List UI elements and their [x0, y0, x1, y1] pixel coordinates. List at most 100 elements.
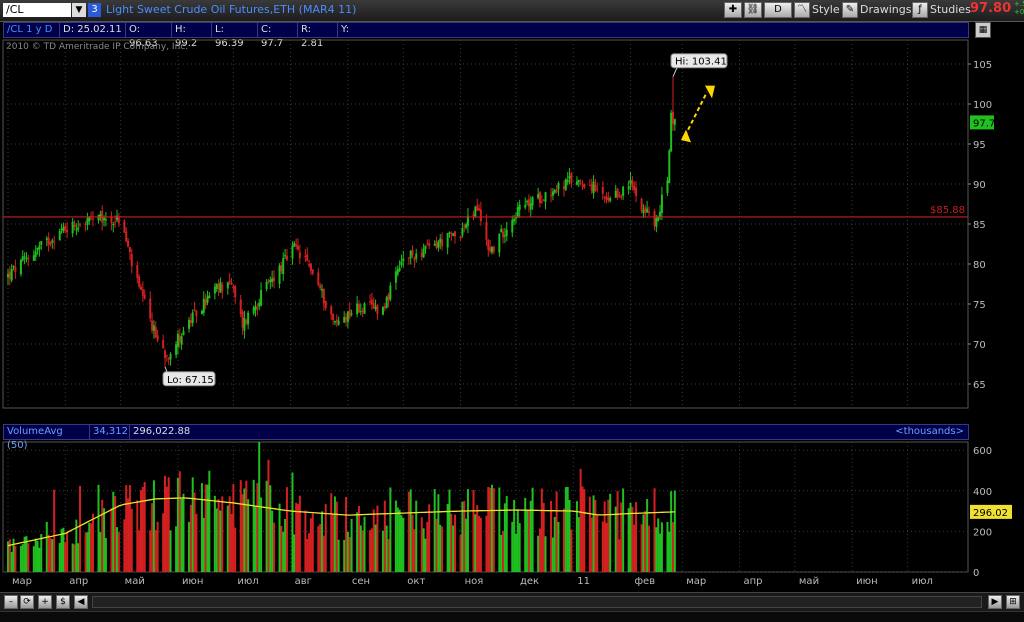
info-high: H: 99.2	[172, 23, 212, 49]
candle-body	[27, 258, 30, 260]
drawings-icon[interactable]: ✎	[842, 2, 858, 18]
candle-body	[34, 251, 37, 257]
volume-bar	[165, 486, 168, 572]
candle-body	[317, 272, 320, 286]
candle-body	[544, 192, 547, 202]
volume-bar	[152, 480, 155, 572]
candle-body	[479, 209, 482, 222]
volume-bar	[317, 526, 320, 572]
volume-bar	[8, 539, 11, 572]
candle-body	[38, 245, 41, 250]
style-icon[interactable]: 〽	[794, 2, 810, 18]
volume-bar	[104, 537, 107, 572]
volume-bar	[461, 501, 464, 572]
volume-tick-label: 0	[973, 568, 979, 579]
zoom-in-icon[interactable]: +	[38, 595, 52, 609]
link-icon[interactable]: ⛓	[744, 2, 762, 18]
volume-bar	[260, 497, 263, 572]
symbol-dropdown-button[interactable]: ▼	[72, 3, 86, 17]
candle-body	[389, 285, 392, 300]
volume-bar	[466, 489, 469, 572]
volume-bar	[441, 526, 444, 572]
drawings-menu[interactable]: Drawings	[860, 3, 912, 16]
volume-bar	[21, 544, 24, 572]
volume-bar	[415, 500, 418, 572]
volume-study-label[interactable]: VolumeAvg (50)	[4, 425, 90, 451]
studies-menu[interactable]: Studies	[930, 3, 971, 16]
volume-bar	[332, 513, 335, 572]
candle-body	[66, 230, 69, 233]
candle-body	[474, 207, 477, 217]
volume-bar	[531, 487, 534, 572]
time-tick-label: авг	[295, 576, 312, 587]
time-tick-label: апр	[743, 576, 762, 587]
volume-tick-label: 400	[973, 487, 992, 498]
candle-body	[86, 218, 89, 225]
volume-bar	[162, 513, 165, 572]
candle-body	[428, 243, 431, 246]
candle-body	[269, 279, 272, 283]
volume-bar	[304, 510, 307, 572]
time-tick-label: мар	[686, 576, 706, 587]
volume-bar	[189, 504, 192, 572]
time-tick-label: мар	[12, 576, 32, 587]
volume-bar	[230, 513, 233, 572]
crosshair-icon[interactable]: ✚	[724, 2, 742, 18]
candle-body	[62, 227, 65, 232]
trend-arrow-head	[704, 85, 715, 99]
candle-body	[605, 196, 608, 200]
scroll-right-icon[interactable]: ▶	[988, 595, 1002, 609]
candle-body	[188, 319, 191, 329]
style-menu[interactable]: Style	[812, 3, 840, 16]
zoom-out-icon[interactable]: –	[4, 595, 18, 609]
refresh-icon[interactable]: ⟳	[20, 595, 34, 609]
volume-bar	[88, 522, 91, 572]
volume-bar	[389, 487, 392, 572]
volume-bar	[631, 506, 634, 572]
candle-body	[476, 205, 479, 211]
volume-study-bar: VolumeAvg (50) 34,312 296,022.88 <thousa…	[3, 424, 969, 451]
scroll-left-icon[interactable]: ◀	[74, 595, 88, 609]
volume-bar	[500, 534, 503, 572]
candle-body	[285, 255, 288, 261]
chart-scrollbar[interactable]	[92, 596, 982, 608]
volume-tick-label: 600	[973, 446, 992, 457]
price-tick-label: 85	[973, 220, 986, 231]
candle-body	[110, 217, 113, 223]
symbol-input[interactable]: /CL	[3, 3, 71, 17]
link-group-badge[interactable]: 3	[88, 3, 101, 17]
volume-bar	[71, 543, 74, 572]
current-price-label: 97.7	[973, 118, 995, 129]
chart-settings-icon[interactable]: ▦	[975, 22, 991, 38]
candle-body	[330, 306, 333, 315]
candle-body	[500, 229, 503, 233]
instrument-title: Light Sweet Crude Oil Futures,ETH (MAR4 …	[106, 3, 357, 16]
candle-body	[439, 238, 442, 243]
volume-bar	[49, 538, 52, 572]
volume-bar	[529, 500, 532, 572]
candle-body	[498, 233, 501, 253]
candle-body	[459, 236, 462, 239]
expand-icon[interactable]: ⊞	[1006, 595, 1020, 609]
period-button[interactable]: D	[764, 2, 792, 18]
candle-body	[32, 255, 35, 261]
candle-body	[282, 257, 285, 275]
price-axis-icon[interactable]: $	[56, 595, 70, 609]
price-level-label: $85.88	[930, 205, 965, 216]
volume-bar	[333, 496, 336, 572]
volume-bar	[361, 530, 364, 572]
volume-bar	[387, 539, 390, 572]
candle-body	[537, 194, 540, 199]
candle-body	[232, 286, 235, 289]
studies-icon[interactable]: ƒ	[912, 2, 928, 18]
volume-bar	[217, 499, 220, 572]
symbol-period-label[interactable]: /CL 1 y D	[4, 23, 60, 37]
volume-bar	[243, 488, 246, 572]
last-price: 97.80	[970, 1, 1012, 16]
volume-bar	[478, 515, 481, 572]
candle-body	[204, 299, 207, 306]
candle-body	[487, 240, 490, 250]
volume-bar	[213, 495, 216, 572]
volume-bar	[79, 485, 82, 572]
